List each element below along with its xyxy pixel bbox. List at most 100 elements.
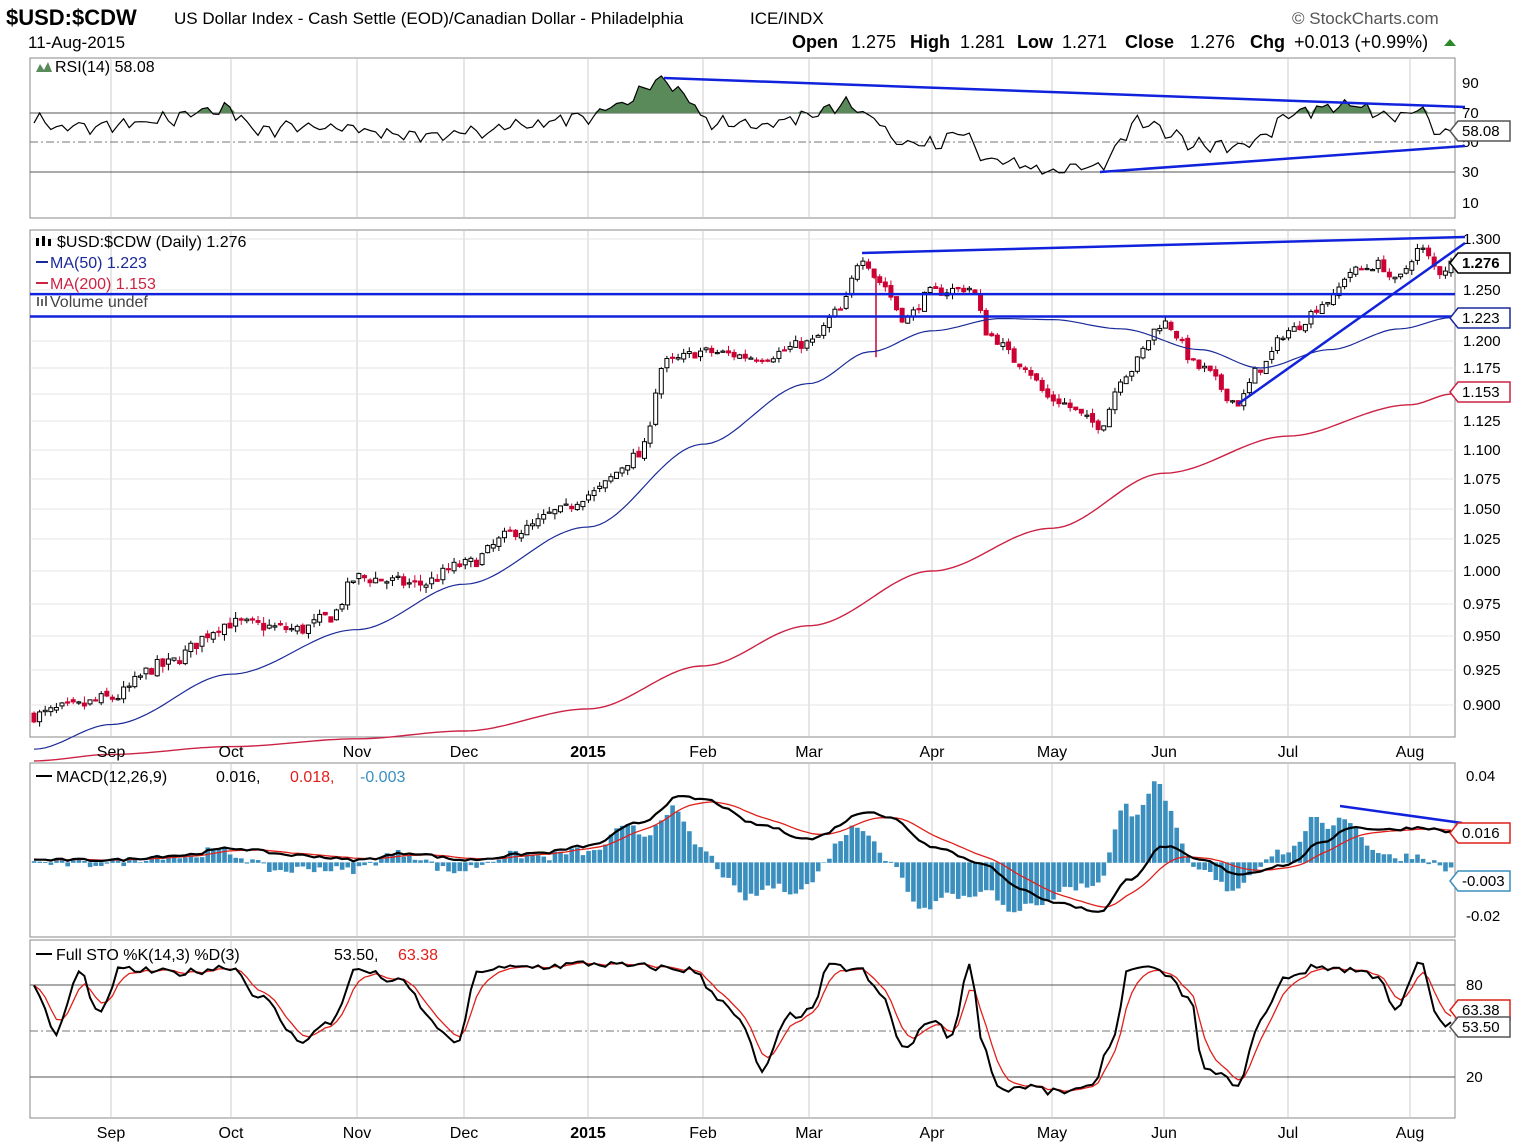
month-label: Apr [920, 1125, 946, 1142]
macd-histogram [31, 781, 1454, 913]
price-legend-title: $USD:$CDW (Daily) 1.276 [57, 234, 246, 251]
candle [490, 539, 496, 552]
macd-hist-bar [502, 857, 507, 863]
month-label: Jul [1278, 744, 1298, 761]
candle [1258, 369, 1264, 376]
price-tick-label: 1.125 [1463, 413, 1501, 430]
macd-hist-bar [1415, 854, 1420, 863]
candle [31, 711, 37, 724]
macd-hist-bar [1224, 862, 1230, 892]
candle [395, 571, 401, 581]
macd-hist-bar [289, 862, 295, 873]
macd-hist-bar [1213, 862, 1219, 881]
candle [1146, 340, 1152, 351]
macd-hist-bar [922, 862, 927, 908]
candle [1252, 366, 1258, 384]
candle [574, 501, 580, 511]
macd-hist-bar [535, 855, 541, 863]
candle [1039, 377, 1045, 393]
macd-hist-bar [771, 862, 776, 889]
macd-hist-bar [939, 862, 944, 898]
candle [294, 624, 300, 635]
macd-hist-bar [328, 862, 334, 872]
macd-hist-bar [446, 862, 451, 872]
candle [70, 697, 76, 705]
macd-hist-bar [1207, 862, 1213, 872]
ma50-legend-text: MA(50) 1.223 [50, 255, 147, 272]
candle [361, 574, 367, 582]
candle [48, 705, 54, 717]
candle [1084, 409, 1090, 419]
macd-hist-bar [435, 862, 440, 871]
rsi-legend: RSI(14) 58.08 [36, 59, 155, 76]
candle [350, 580, 356, 585]
candle [1207, 365, 1213, 373]
month-label: Dec [450, 1125, 478, 1142]
candle [776, 347, 782, 363]
macd-hist-bar [1398, 861, 1403, 863]
macd-hist-bar [1375, 853, 1381, 863]
price-panel: 1.3001.2501.2001.1751.1501.1251.1001.075… [29, 229, 1511, 762]
candle [53, 702, 59, 714]
macd-hist-bar [1168, 810, 1174, 863]
candle [445, 563, 451, 574]
candle [636, 446, 642, 458]
ma50-tag-text: 1.223 [1462, 310, 1500, 327]
macd-hist-bar [776, 862, 782, 884]
candle [188, 640, 194, 658]
low-value: 1.271 [1062, 32, 1107, 52]
candle [765, 358, 771, 363]
open-value: 1.275 [851, 32, 896, 52]
sto-d-line [33, 961, 1452, 1092]
candle [244, 617, 250, 624]
candle [513, 528, 519, 541]
candle [1342, 277, 1348, 290]
candle [983, 307, 989, 336]
macd-hist-bar [591, 850, 597, 863]
candle [989, 331, 995, 337]
rsi-support-trendline [1099, 144, 1466, 174]
month-label: Jun [1151, 1125, 1177, 1142]
price-legend: $USD:$CDW (Daily) 1.276 MA(50) 1.223 MA(… [36, 234, 246, 311]
candle [154, 655, 160, 677]
candle [658, 367, 664, 399]
candle [1196, 359, 1202, 371]
candle [1011, 346, 1017, 363]
candle [1246, 378, 1252, 395]
candle [305, 624, 311, 639]
candle [93, 696, 99, 702]
macd-hist-bar [759, 862, 765, 890]
macd-hist-bar [1028, 862, 1034, 904]
candle [602, 480, 608, 493]
candle [367, 578, 373, 587]
candle [76, 700, 82, 705]
macd-line [33, 794, 1452, 913]
macd-hist-bar [283, 862, 289, 872]
macd-hist-bar [1219, 862, 1224, 882]
price-close-tag-text: 1.276 [1462, 255, 1500, 272]
sto-k-line [33, 960, 1452, 1096]
candle [1078, 408, 1084, 417]
macd-hist-bar [1230, 862, 1235, 891]
month-label: Mar [795, 744, 823, 761]
candle [1291, 322, 1297, 332]
macd-hist-bar [1347, 823, 1353, 863]
macd-hist-bar [1314, 816, 1319, 863]
candle [289, 623, 295, 632]
ma200-tag: 1.153 [1449, 381, 1511, 403]
rsi-tick-label: 70 [1462, 105, 1479, 122]
candle [1123, 374, 1129, 385]
candle [1403, 265, 1409, 275]
brand-label: © StockCharts.com [1292, 9, 1439, 28]
month-label: 2015 [570, 744, 606, 761]
macd-hist-bar [944, 862, 950, 893]
macd-hist-bar [160, 859, 166, 863]
up-arrow-icon [1444, 39, 1456, 46]
macd-hist-bar [1090, 862, 1095, 886]
macd-hist-bar [681, 821, 687, 863]
macd-hist-bar [1275, 849, 1280, 863]
macd-hist-bar [1392, 858, 1398, 863]
macd-hist-bar [244, 862, 250, 864]
month-label: Feb [689, 1125, 717, 1142]
